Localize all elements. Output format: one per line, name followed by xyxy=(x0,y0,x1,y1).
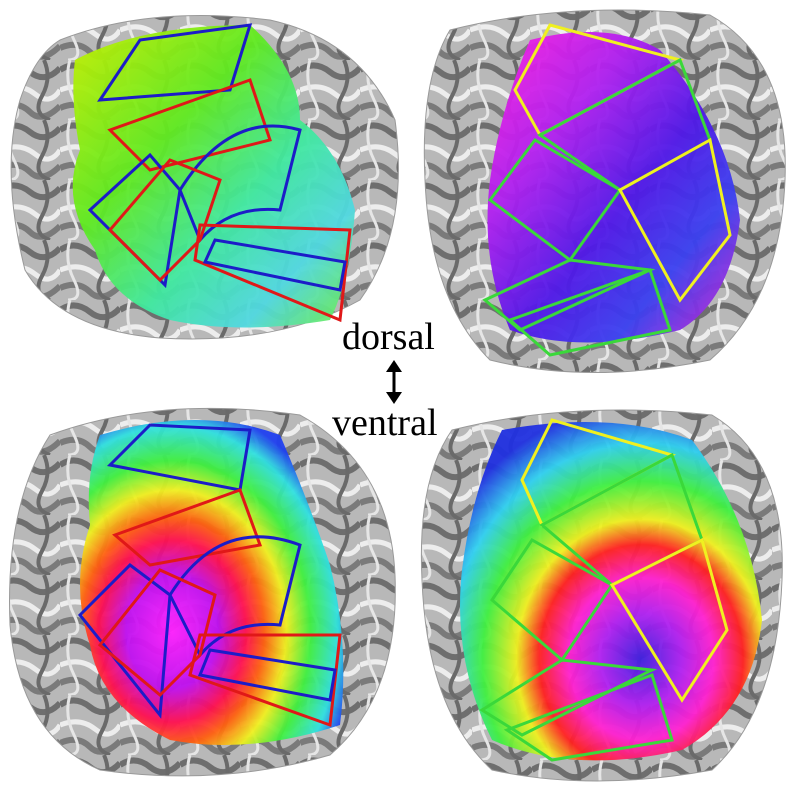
double-arrow-icon xyxy=(386,360,402,404)
activation-map xyxy=(80,420,344,745)
top-right-map xyxy=(410,0,794,380)
bottom-left-map xyxy=(0,395,410,787)
ventral-label: ventral xyxy=(332,402,438,444)
top-left-map xyxy=(0,0,400,345)
bottom-right-map xyxy=(412,400,794,787)
dorsal-label: dorsal xyxy=(342,316,435,358)
